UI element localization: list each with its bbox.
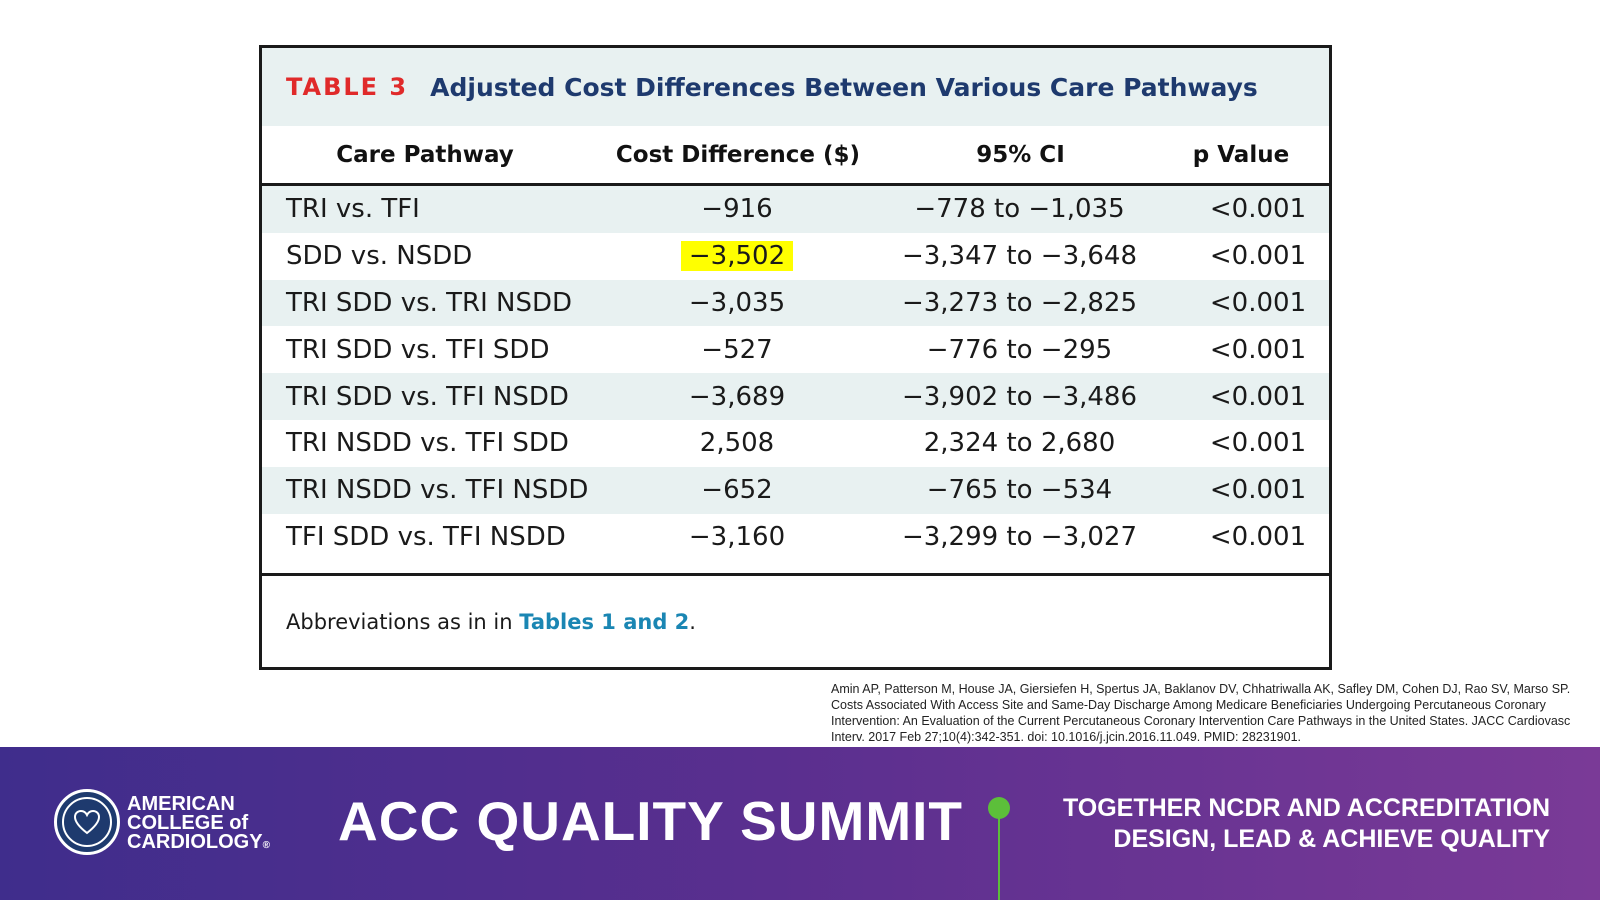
registered-mark: ® <box>262 840 270 851</box>
column-header-cost: Cost Difference ($) <box>615 141 861 168</box>
table-footnote: Abbreviations as in in Tables 1 and 2 . <box>262 573 1329 667</box>
citation-text: Amin AP, Patterson M, House JA, Giersief… <box>831 682 1571 744</box>
cell-cost: −916 <box>701 194 773 225</box>
org-name: AMERICAN COLLEGE of CARDIOLOGY® <box>127 793 270 855</box>
table-row: TRI NSDD vs. TFI SDD 2,508 2,324 to 2,68… <box>262 420 1329 467</box>
cell-ci: −3,902 to −3,486 <box>901 381 1138 412</box>
cell-ci: 2,324 to 2,680 <box>923 428 1116 459</box>
cell-cost: −3,035 <box>688 287 786 318</box>
cell-ci: −3,347 to −3,648 <box>901 241 1138 272</box>
cell-pathway: TRI NSDD vs. TFI NSDD <box>286 475 589 506</box>
table-title-bar: TABLE 3 Adjusted Cost Differences Betwee… <box>262 48 1329 126</box>
cell-pathway: TFI SDD vs. TFI NSDD <box>286 521 566 552</box>
divider-dot <box>988 797 1010 819</box>
cell-p: <0.001 <box>1209 194 1307 225</box>
column-header-p: p Value <box>1192 141 1290 168</box>
cell-pathway: TRI SDD vs. TFI NSDD <box>286 381 569 412</box>
tables-link[interactable]: Tables 1 and 2 <box>519 609 690 634</box>
data-table: TABLE 3 Adjusted Cost Differences Betwee… <box>259 45 1332 670</box>
cell-p: <0.001 <box>1209 287 1307 318</box>
heart-seal-icon <box>54 789 120 855</box>
cell-cost: −3,160 <box>688 521 786 552</box>
table-row: TRI SDD vs. TRI NSDD −3,035 −3,273 to −2… <box>262 279 1329 327</box>
org-line-1: AMERICAN <box>127 793 235 815</box>
column-header-pathway: Care Pathway <box>336 141 514 168</box>
footnote-end: . <box>689 609 696 634</box>
cell-p: <0.001 <box>1209 241 1307 272</box>
cell-p: <0.001 <box>1209 381 1307 412</box>
cell-cost: 2,508 <box>699 428 775 459</box>
footer-banner: AMERICAN COLLEGE of CARDIOLOGY® ACC QUAL… <box>0 747 1600 900</box>
table-title: Adjusted Cost Differences Between Variou… <box>430 72 1258 102</box>
divider-line <box>998 809 1000 900</box>
table-row: TRI SDD vs. TFI NSDD −3,689 −3,902 to −3… <box>262 373 1329 420</box>
tagline-line-1: TOGETHER NCDR AND ACCREDITATION <box>1062 794 1550 822</box>
org-line-3: CARDIOLOGY <box>127 831 263 853</box>
event-title: ACC QUALITY SUMMIT <box>338 790 964 852</box>
cell-ci: −776 to −295 <box>926 334 1113 365</box>
cell-ci: −3,273 to −2,825 <box>901 287 1138 318</box>
table-row: SDD vs. NSDD −3,502 −3,347 to −3,648 <0.… <box>262 233 1329 280</box>
org-line-2: COLLEGE of <box>127 812 249 834</box>
cell-p: <0.001 <box>1209 428 1307 459</box>
highlighted-cost: −3,502 <box>680 241 794 272</box>
cell-cost: −652 <box>701 475 773 506</box>
cell-p: <0.001 <box>1209 475 1307 506</box>
table-row: TRI vs. TFI −916 −778 to −1,035 <0.001 <box>262 186 1329 233</box>
tagline-line-2: DESIGN, LEAD & ACHIEVE QUALITY <box>1113 825 1550 853</box>
cell-ci: −3,299 to −3,027 <box>901 521 1138 552</box>
cell-ci: −765 to −534 <box>926 475 1113 506</box>
cell-cost: −527 <box>701 334 773 365</box>
tagline: TOGETHER NCDR AND ACCREDITATION DESIGN, … <box>1063 793 1550 855</box>
table-row: TRI SDD vs. TFI SDD −527 −776 to −295 <0… <box>262 326 1329 373</box>
cell-pathway: TRI SDD vs. TRI NSDD <box>286 287 573 318</box>
cell-pathway: TRI SDD vs. TFI SDD <box>286 334 550 365</box>
cell-cost: −3,502 <box>622 241 852 272</box>
table-row: TRI NSDD vs. TFI NSDD −652 −765 to −534 … <box>262 466 1329 514</box>
column-header-ci: 95% CI <box>976 141 1065 168</box>
table-label: TABLE 3 <box>286 73 409 101</box>
cell-p: <0.001 <box>1209 334 1307 365</box>
cell-p: <0.001 <box>1209 521 1307 552</box>
cell-pathway: SDD vs. NSDD <box>286 241 473 272</box>
column-header-row: Care Pathway Cost Difference ($) 95% CI … <box>262 126 1329 186</box>
cell-pathway: TRI NSDD vs. TFI SDD <box>286 428 569 459</box>
table-row: TFI SDD vs. TFI NSDD −3,160 −3,299 to −3… <box>262 514 1329 561</box>
cell-cost: −3,689 <box>688 381 786 412</box>
footnote-text: Abbreviations as in in <box>286 609 520 634</box>
cell-pathway: TRI vs. TFI <box>286 194 420 225</box>
cell-ci: −778 to −1,035 <box>914 194 1125 225</box>
